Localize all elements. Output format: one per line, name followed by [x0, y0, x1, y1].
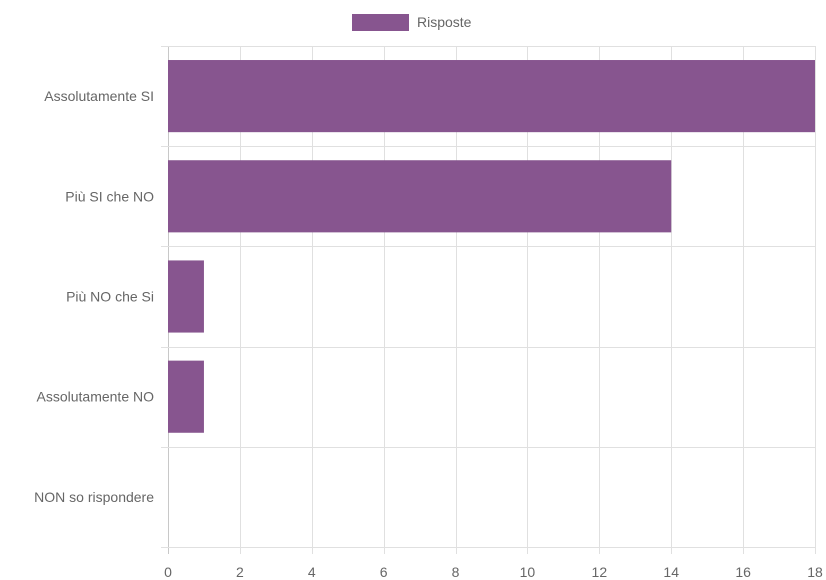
x-tick-label: 12 — [592, 564, 608, 580]
y-tick-label: Più SI che NO — [65, 188, 154, 204]
x-tick-label: 18 — [807, 564, 823, 580]
legend-swatch — [352, 14, 409, 31]
x-tick-label: 8 — [452, 564, 460, 580]
y-tick-label: NON so rispondere — [34, 489, 154, 505]
y-axis-category-labels: Assolutamente SI Più SI che NO Più NO che … — [34, 88, 154, 505]
y-tick-label: Assolutamente SI — [44, 88, 154, 104]
legend[interactable]: Risposte — [352, 14, 472, 31]
x-tick-label: 6 — [380, 564, 388, 580]
x-tick-label: 16 — [735, 564, 751, 580]
legend-label: Risposte — [417, 14, 472, 30]
x-axis-tick-labels: 0 2 4 6 8 10 12 14 16 18 — [164, 564, 823, 580]
x-tick-label: 4 — [308, 564, 316, 580]
x-tick-label: 2 — [236, 564, 244, 580]
y-tick-label: Assolutamente NO — [37, 389, 155, 405]
bar[interactable] — [168, 60, 815, 133]
y-tick-label: Più NO che Si — [66, 289, 154, 305]
x-tick-label: 10 — [520, 564, 536, 580]
x-tick-label: 0 — [164, 564, 172, 580]
bar[interactable] — [168, 160, 672, 233]
bars — [168, 60, 815, 433]
bar[interactable] — [168, 360, 204, 433]
x-tick-label: 14 — [663, 564, 679, 580]
bar[interactable] — [168, 260, 204, 333]
